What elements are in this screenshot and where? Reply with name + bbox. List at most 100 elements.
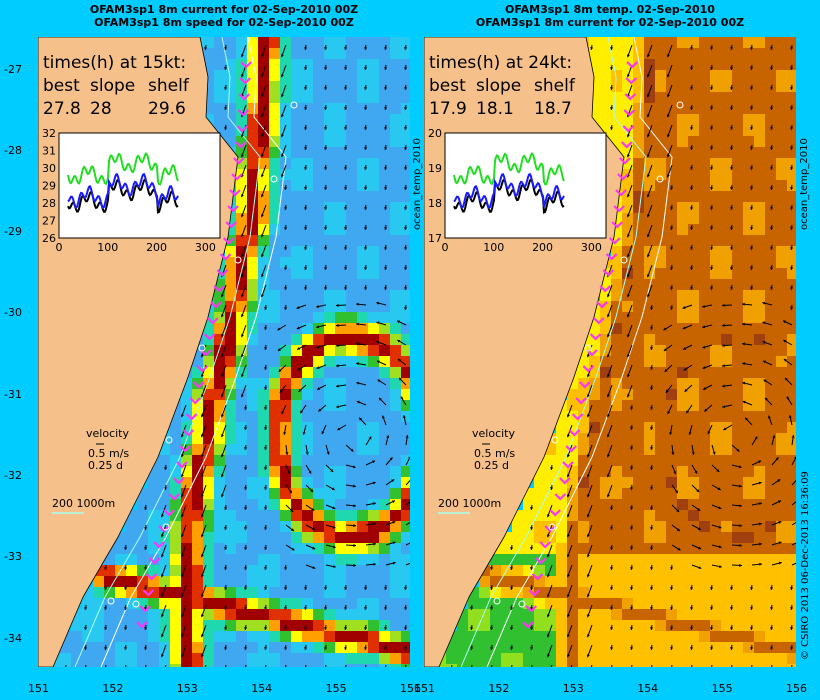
field-cell xyxy=(214,59,226,71)
arrowhead xyxy=(650,527,654,530)
field-cell xyxy=(732,235,744,247)
field-cell xyxy=(611,466,623,478)
field-cell xyxy=(666,103,678,115)
arrowhead xyxy=(344,207,348,210)
field-cell xyxy=(225,631,237,643)
velocity-time: 0.25 d xyxy=(474,459,509,472)
field-cell xyxy=(236,235,248,247)
arrowhead xyxy=(690,647,694,650)
arrowhead xyxy=(402,415,406,419)
field-cell xyxy=(335,169,347,181)
field-cell xyxy=(170,422,182,434)
route-chevron xyxy=(522,621,534,629)
field-cell xyxy=(633,378,645,390)
field-cell xyxy=(104,620,116,632)
field-cell xyxy=(677,169,689,181)
field-cell xyxy=(721,477,733,489)
field-cell xyxy=(379,290,391,302)
arrowhead xyxy=(717,487,721,490)
arrowhead xyxy=(264,427,268,430)
latitude-tick: -28 xyxy=(4,143,22,157)
field-cell xyxy=(302,510,314,522)
arrowhead xyxy=(260,234,264,238)
latitude-tick: -32 xyxy=(4,468,22,482)
field-cell xyxy=(655,290,667,302)
arrowhead xyxy=(730,207,734,210)
field-cell xyxy=(633,279,645,291)
arrowhead xyxy=(698,566,702,570)
arrowhead xyxy=(698,546,702,550)
field-cell xyxy=(732,565,744,577)
field-cell xyxy=(170,598,182,610)
field-cell xyxy=(732,81,744,93)
field-cell xyxy=(754,400,766,412)
field-cell xyxy=(368,323,380,335)
field-cell xyxy=(710,389,722,401)
field-cell xyxy=(622,466,634,478)
field-cell xyxy=(611,334,623,346)
arrowhead xyxy=(224,587,228,590)
field-cell xyxy=(346,202,358,214)
arrowhead xyxy=(224,647,228,650)
field-cell xyxy=(324,81,336,93)
field-cell xyxy=(600,587,612,599)
field-cell xyxy=(556,554,568,566)
field-cell xyxy=(688,664,700,667)
arrowhead xyxy=(316,345,320,349)
arrowhead xyxy=(770,47,774,50)
route-chevron xyxy=(625,77,638,85)
field-cell xyxy=(335,301,347,313)
field-cell xyxy=(479,620,491,632)
field-cell xyxy=(655,642,667,654)
arrowhead xyxy=(510,647,514,650)
field-cell xyxy=(269,389,281,401)
field-cell xyxy=(379,653,391,665)
field-cell xyxy=(787,411,796,423)
field-cell xyxy=(335,576,347,588)
inset-y-tick: 30 xyxy=(42,162,56,175)
field-cell xyxy=(611,345,623,357)
field-cell xyxy=(302,653,314,665)
field-cell xyxy=(501,642,513,654)
field-cell xyxy=(291,246,303,258)
field-cell xyxy=(655,147,667,159)
field-cell xyxy=(633,565,645,577)
arrowhead xyxy=(730,187,734,190)
velocity-arrow xyxy=(711,664,713,667)
field-cell xyxy=(710,422,722,434)
field-cell xyxy=(600,103,612,115)
field-cell xyxy=(501,532,513,544)
arrowhead xyxy=(626,114,630,118)
field-cell xyxy=(754,114,766,126)
field-cell xyxy=(335,92,347,104)
field-cell xyxy=(644,334,656,346)
field-cell xyxy=(776,477,788,489)
field-cell xyxy=(611,48,623,60)
route-chevron xyxy=(599,285,611,293)
field-cell xyxy=(633,70,645,82)
field-cell xyxy=(501,587,513,599)
field-cell xyxy=(710,257,722,269)
arrowhead xyxy=(788,415,792,419)
arrowhead xyxy=(200,414,204,418)
field-cell xyxy=(644,609,656,621)
arrowhead xyxy=(682,306,686,309)
field-cell xyxy=(545,510,557,522)
field-cell xyxy=(346,411,358,423)
field-cell xyxy=(688,224,700,236)
field-cell xyxy=(743,411,755,423)
field-cell xyxy=(743,598,755,610)
field-cell xyxy=(258,400,270,412)
field-cell xyxy=(390,246,402,258)
field-cell xyxy=(699,235,711,247)
arrowhead xyxy=(670,207,674,210)
field-cell xyxy=(633,202,645,214)
field-cell xyxy=(291,620,303,632)
field-cell xyxy=(589,378,601,390)
field-cell xyxy=(578,664,590,667)
field-cell xyxy=(765,59,777,71)
field-cell xyxy=(732,411,744,423)
waypoint-marker xyxy=(656,175,664,183)
